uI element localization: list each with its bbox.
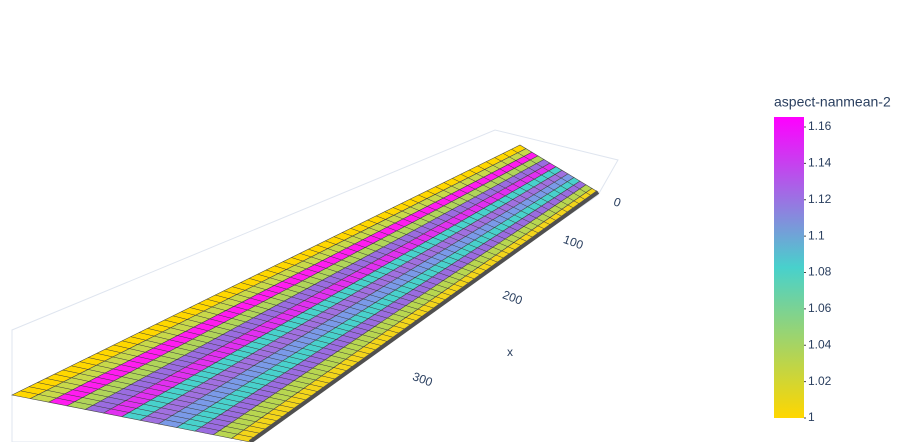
x-tick-label: 100 <box>562 232 586 252</box>
colorbar <box>774 117 804 418</box>
surface-mesh <box>325 240 465 289</box>
surface-mesh <box>316 244 459 293</box>
surface-mesh <box>28 386 262 434</box>
surface-mesh <box>359 223 488 272</box>
scene <box>11 129 619 442</box>
surface-mesh <box>418 194 529 243</box>
surface-mesh <box>299 253 448 301</box>
surface-mesh <box>392 207 512 255</box>
surface-mesh <box>130 336 332 384</box>
surface-mesh <box>265 269 425 318</box>
surface-mesh <box>71 365 291 414</box>
surface-mesh <box>248 278 413 326</box>
surface-mesh <box>409 198 523 247</box>
surface-mesh <box>333 236 471 284</box>
surface-mesh <box>189 307 372 355</box>
colorbar-title: aspect-nanmean-2 <box>774 94 891 110</box>
surface-mesh <box>164 319 355 368</box>
colorbar-tick-label: 1.08 <box>808 265 832 279</box>
surface-mesh <box>62 369 285 418</box>
colorbar-tick-label: 1 <box>808 410 815 424</box>
surface-mesh <box>79 361 297 409</box>
surface-mesh <box>45 378 274 426</box>
surface-mesh <box>20 390 256 439</box>
surface-mesh <box>435 186 541 234</box>
surface-mesh <box>477 165 570 214</box>
surface-mesh <box>342 232 477 280</box>
colorbar-tick-label: 1.06 <box>808 301 832 315</box>
surface-mesh <box>181 311 367 359</box>
colorbar-tick-label: 1.1 <box>808 228 825 242</box>
surface-mesh <box>155 323 349 372</box>
colorbar-tick-label: 1.14 <box>808 156 832 170</box>
surface-mesh <box>469 169 564 218</box>
surface-mesh <box>375 215 500 264</box>
colorbar-tick-label: 1.12 <box>808 192 832 206</box>
surface-mesh <box>367 219 494 268</box>
surface-mesh <box>37 382 268 430</box>
colorbar-tick-label: 1.04 <box>808 337 832 351</box>
surface-mesh <box>460 173 558 222</box>
surface-mesh <box>54 373 280 422</box>
surface-mesh <box>274 265 430 314</box>
surface-mesh <box>223 290 396 339</box>
surface-mesh <box>426 190 535 239</box>
surface-mesh <box>291 257 442 305</box>
surface-mesh <box>172 315 361 364</box>
x-tick-label: 0 <box>612 195 623 211</box>
surface-mesh <box>486 161 575 209</box>
x-tick-label: 200 <box>501 288 525 308</box>
x-tick-label: 300 <box>411 369 435 389</box>
surface-mesh <box>88 357 303 405</box>
surface-mesh <box>308 248 454 297</box>
surface-edge <box>248 190 600 442</box>
surface-mesh <box>105 348 314 397</box>
surface-mesh <box>206 298 384 347</box>
surface-mesh <box>384 211 506 259</box>
surface-mesh <box>282 261 436 309</box>
surface-mesh <box>113 344 320 393</box>
x-axis-title: x <box>507 345 513 359</box>
surface-mesh <box>122 340 326 389</box>
surface-mesh <box>215 294 390 343</box>
surface-mesh <box>511 148 593 197</box>
surface-mesh <box>138 332 338 380</box>
surface-mesh <box>443 182 546 230</box>
surface-mesh <box>198 303 378 351</box>
surface-mesh <box>494 157 581 205</box>
surface-mesh <box>257 273 419 322</box>
surface-mesh <box>452 178 552 226</box>
colorbar-tick-label: 1.16 <box>808 119 832 133</box>
surface-mesh <box>350 228 483 276</box>
surface-mesh <box>240 282 407 330</box>
surface-mesh <box>232 286 401 334</box>
surface-mesh <box>401 203 517 251</box>
surface-mesh <box>96 353 309 401</box>
surface-mesh <box>147 328 343 376</box>
colorbar-tick-label: 1.02 <box>808 374 832 388</box>
surface-mesh <box>502 153 587 201</box>
